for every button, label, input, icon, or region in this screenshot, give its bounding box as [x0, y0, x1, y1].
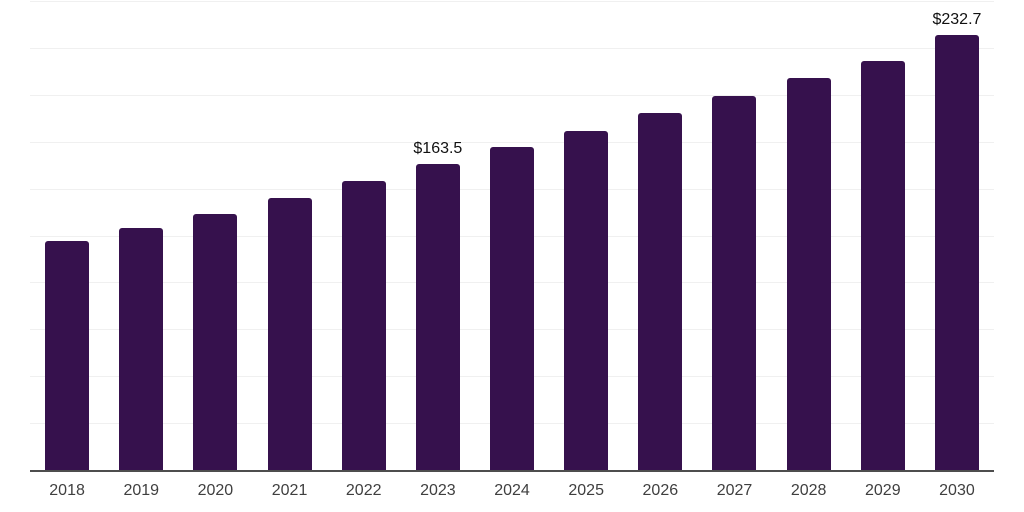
bar-slot-2025 — [549, 2, 623, 471]
x-axis-line — [30, 470, 994, 472]
x-tick-label-2019: 2019 — [123, 482, 160, 499]
x-tick-label-2021: 2021 — [271, 482, 308, 499]
x-tick-label-2023: 2023 — [420, 482, 456, 499]
bar-slot-2030: $232.7 — [920, 2, 994, 471]
gridline-250 — [30, 1, 994, 2]
value-label-2030: $232.7 — [932, 10, 982, 28]
bar-2028 — [786, 77, 831, 471]
bar-slot-2024 — [475, 2, 549, 471]
bar-slot-2023: $163.5 — [401, 2, 475, 471]
x-tick-label-2018: 2018 — [49, 482, 85, 499]
bar-2019 — [119, 227, 164, 471]
bar-2027 — [712, 95, 757, 471]
bar-2026 — [638, 112, 683, 471]
x-axis-labels: 2018 2019 2020 2021 2022 2023 2024 2025 2026 2027… — [30, 481, 994, 501]
x-tick-label-2029: 2029 — [865, 482, 901, 499]
bar-2021 — [267, 198, 312, 471]
bar-slot-2029 — [846, 2, 920, 471]
x-tick-label-2024: 2024 — [494, 482, 530, 499]
bar-slot-2026 — [623, 2, 697, 471]
bar-slot-2027 — [697, 2, 771, 471]
gridline-200 — [30, 94, 994, 96]
x-tick-label-2028: 2028 — [790, 482, 827, 499]
gridline-175 — [30, 141, 994, 143]
x-tick-label-2022: 2022 — [345, 482, 382, 499]
bar-slot-2022 — [327, 2, 401, 471]
bar-slot-2019 — [104, 2, 178, 471]
plot-area: $163.5 $232.7 — [30, 1, 994, 472]
bar-2029 — [860, 60, 905, 471]
bars: $163.5 $232.7 — [30, 2, 994, 471]
bar-2030 — [934, 34, 979, 471]
x-tick-label-2027: 2027 — [716, 482, 753, 499]
x-tick-label-2026: 2026 — [642, 482, 679, 499]
bar-2023 — [415, 164, 460, 471]
x-tick-label-2020: 2020 — [197, 482, 234, 499]
bar-slot-2028 — [772, 2, 846, 471]
bar-2020 — [193, 214, 238, 471]
x-tick-label-2030: 2030 — [939, 482, 975, 499]
value-label-2023: $163.5 — [413, 140, 463, 158]
bar-2022 — [341, 181, 386, 471]
x-tick-label-2025: 2025 — [568, 482, 604, 499]
gridline-225 — [30, 47, 994, 49]
bar-2018 — [45, 240, 90, 471]
bar-slot-2018 — [30, 2, 104, 471]
bar-slot-2021 — [252, 2, 326, 471]
bar-2025 — [564, 130, 609, 471]
bar-2024 — [490, 147, 535, 471]
bar-slot-2020 — [178, 2, 252, 471]
